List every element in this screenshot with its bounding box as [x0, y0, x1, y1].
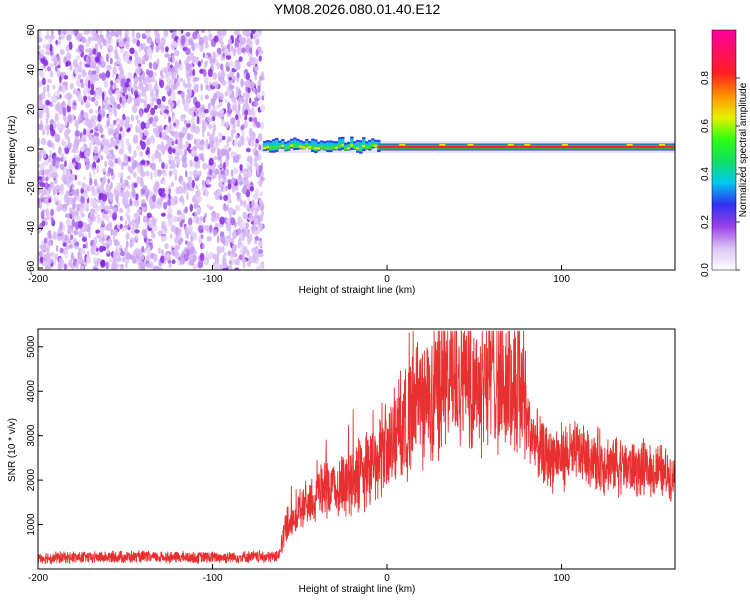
- snr-series-line: [38, 330, 675, 565]
- y-tick-label: 5000: [26, 335, 37, 358]
- snr-y-ticks: 5000 4000 3000 2000 1000: [26, 335, 43, 536]
- x-tick-label: -200: [28, 573, 48, 584]
- y-tick-label: 0: [26, 146, 37, 152]
- colorbar-label: Normalized spectral amplitude: [738, 82, 749, 217]
- colorbar-gradient: [711, 29, 737, 271]
- colorbar-ticks: 0.0 0.2 0.4 0.6 0.8: [700, 71, 740, 277]
- x-tick-label: -100: [203, 274, 223, 285]
- y-tick-label: -20: [26, 181, 37, 196]
- x-tick-label: -100: [203, 573, 223, 584]
- y-tick-label: 2000: [26, 469, 37, 492]
- snr-y-axis-label: SNR (10 * v/v): [7, 418, 18, 482]
- y-tick-label: 4000: [26, 380, 37, 403]
- colorbar-tick-label: 0.2: [700, 215, 711, 229]
- y-tick-label: 60: [26, 24, 37, 36]
- spectrogram-x-ticks: -200 -100 0 100: [28, 265, 570, 285]
- colorbar-tick-label: 0.6: [700, 119, 711, 133]
- spectrogram-x-axis-label: Height of straight line (km): [299, 285, 416, 296]
- figure-title: YM08.2026.080.01.40.E12: [274, 1, 441, 17]
- spectrogram-frame: [37, 29, 676, 271]
- y-tick-label: -40: [26, 221, 37, 236]
- spectrogram-noise-region: [38, 30, 266, 270]
- spectrogram-panel: -200 -100 0 100 60 40 20 0 -20 -40 -60 Height of …: [7, 24, 676, 296]
- colorbar: 0.0 0.2 0.4 0.6 0.8 Normalized spectral ampl…: [700, 29, 749, 277]
- x-tick-label: 100: [553, 573, 570, 584]
- colorbar-tick-label: 0.8: [700, 71, 711, 85]
- x-tick-label: 100: [553, 274, 570, 285]
- y-tick-label: 3000: [26, 424, 37, 447]
- x-tick-label: 0: [384, 274, 390, 285]
- spectrogram-y-axis-label: Frequency (Hz): [7, 116, 18, 185]
- x-tick-label: -200: [28, 274, 48, 285]
- colorbar-tick-label: 0.4: [700, 167, 711, 181]
- spectrogram-y-ticks: 60 40 20 0 -20 -40 -60: [26, 24, 43, 275]
- y-tick-label: 40: [26, 64, 37, 76]
- snr-x-ticks: -200 -100 0 100: [28, 564, 570, 584]
- colorbar-tick-label: 0.0: [700, 263, 711, 277]
- snr-x-axis-label: Height of straight line (km): [299, 584, 416, 595]
- x-tick-label: 0: [384, 573, 390, 584]
- y-tick-label: 20: [26, 103, 37, 115]
- snr-frame: [37, 328, 676, 570]
- y-tick-label: 1000: [26, 513, 37, 536]
- snr-panel: -200 -100 0 100 5000 4000 3000 2000 1000 Height…: [7, 328, 676, 595]
- spectrogram-signal-band: [263, 136, 675, 154]
- y-tick-label: -60: [26, 260, 37, 275]
